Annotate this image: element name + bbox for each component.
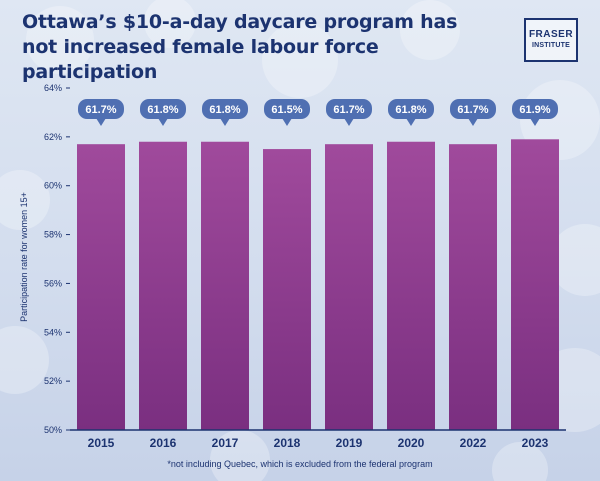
data-label-bubble — [264, 99, 310, 119]
bar-2019 — [325, 144, 373, 430]
y-tick-label: 62% — [44, 132, 62, 142]
data-label-bubble — [78, 99, 124, 119]
data-label: 61.8% — [147, 104, 178, 116]
data-label: 61.8% — [209, 104, 240, 116]
data-label-pointer — [96, 118, 106, 126]
logo-line-2: INSTITUTE — [532, 42, 570, 49]
bar-2020 — [387, 141, 435, 430]
data-label-bubble — [388, 99, 434, 119]
data-label-bubble — [140, 99, 186, 119]
data-label-bubble — [450, 99, 496, 119]
bar-2022 — [449, 144, 497, 430]
logo-line-1: FRASER — [528, 29, 574, 40]
data-label-pointer — [468, 118, 478, 126]
y-tick-label: 54% — [44, 327, 62, 337]
data-label-pointer — [282, 118, 292, 126]
x-tick-label: 2020 — [398, 436, 425, 450]
data-label-pointer — [344, 118, 354, 126]
fraser-institute-logo: FRASER INSTITUTE — [524, 18, 578, 62]
x-tick-label: 2017 — [212, 436, 239, 450]
chart-title: Ottawa’s $10-a-day daycare program has n… — [22, 11, 458, 83]
data-label: 61.7% — [457, 104, 488, 116]
x-tick-label: 2016 — [150, 436, 177, 450]
y-tick-label: 56% — [44, 278, 62, 288]
x-tick-label: 2022 — [460, 436, 487, 450]
x-tick-label: 2018 — [274, 436, 301, 450]
data-label-pointer — [530, 118, 540, 126]
y-tick-label: 64% — [44, 83, 62, 93]
data-label: 61.7% — [85, 104, 116, 116]
data-label-pointer — [406, 118, 416, 126]
x-tick-label: 2015 — [88, 436, 115, 450]
data-label: 61.8% — [395, 104, 426, 116]
data-label: 61.9% — [519, 104, 550, 116]
y-tick-label: 60% — [44, 181, 62, 191]
data-label: 61.7% — [333, 104, 364, 116]
data-label-bubble — [202, 99, 248, 119]
bar-2018 — [263, 149, 311, 431]
y-tick-label: 58% — [44, 230, 62, 240]
data-label-bubble — [512, 99, 558, 119]
bar-2015 — [77, 144, 125, 430]
data-label-pointer — [158, 118, 168, 126]
data-label: 61.5% — [271, 104, 302, 116]
footnote: *not including Quebec, which is excluded… — [167, 459, 433, 469]
x-tick-label: 2023 — [522, 436, 549, 450]
bar-2016 — [139, 141, 187, 430]
data-label-pointer — [220, 118, 230, 126]
bar-2017 — [201, 141, 249, 430]
data-label-bubble — [326, 99, 372, 119]
x-tick-label: 2019 — [336, 436, 363, 450]
bar-2023 — [511, 139, 559, 431]
y-tick-label: 52% — [44, 376, 62, 386]
y-tick-label: 50% — [44, 425, 62, 435]
